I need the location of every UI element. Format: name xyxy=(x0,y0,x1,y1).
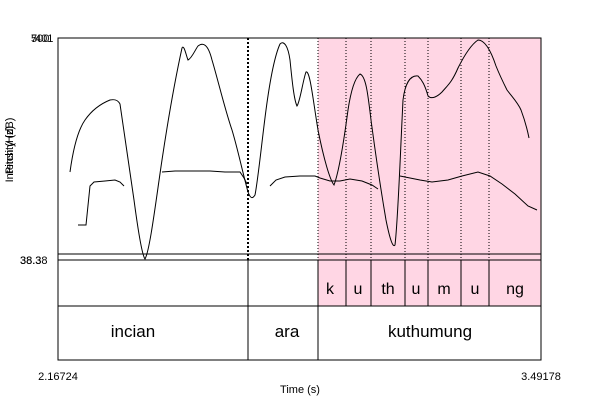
segment-label: k xyxy=(326,281,335,298)
selection-highlight xyxy=(318,38,541,306)
y-top-label-b: 500 xyxy=(31,33,49,45)
y-bottom-label-a: 38.3 xyxy=(20,255,41,267)
x-axis-title: Time (s) xyxy=(280,384,320,396)
word-label: ara xyxy=(275,322,300,341)
intensity-contour xyxy=(69,39,530,260)
x-end-label: 3.49178 xyxy=(521,371,561,383)
segment-label: u xyxy=(354,281,363,298)
y-top-label-a: 7 xyxy=(31,33,37,45)
y-axis-title-pitch: Pitch (Hz) xyxy=(4,126,16,174)
segment-label: m xyxy=(437,281,450,298)
y-top-label-c: 401 xyxy=(35,33,53,45)
x-start-label: 2.16724 xyxy=(38,371,78,383)
segment-label: ng xyxy=(506,281,524,298)
y-axis-title-intensity: Intensity (dB) xyxy=(4,118,16,183)
pitch-contour xyxy=(78,170,538,226)
y-bottom-label-b: 38.38 xyxy=(20,255,48,267)
plot-frame xyxy=(57,37,542,361)
word-label: incian xyxy=(111,322,155,341)
segment-label: u xyxy=(412,281,421,298)
segment-label: th xyxy=(381,281,394,298)
segment-label: u xyxy=(471,281,480,298)
word-label: kuthumung xyxy=(388,322,472,341)
